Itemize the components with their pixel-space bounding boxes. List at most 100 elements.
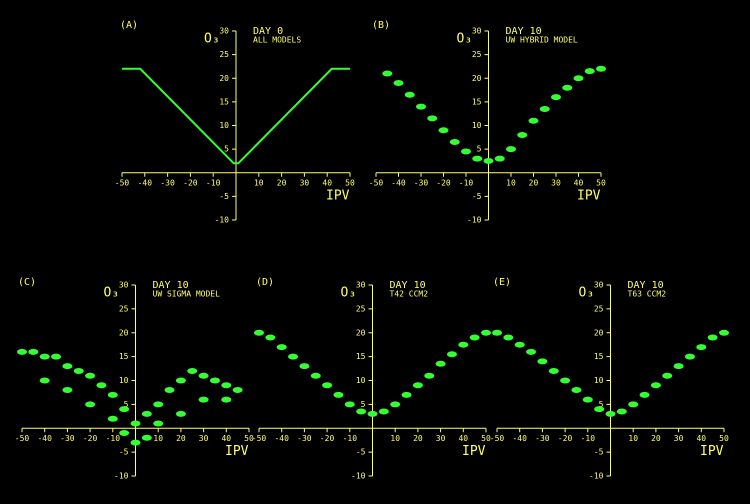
point [51, 353, 62, 360]
point [560, 377, 571, 384]
panel-label: (C) [18, 277, 36, 288]
x-tick-label: 20 [651, 434, 661, 443]
y-tick-label: 25 [356, 304, 366, 313]
y-tick-label: 20 [472, 74, 482, 83]
x-tick-label: 10 [506, 178, 516, 187]
x-tick-label: 10 [254, 178, 264, 187]
x-tick-label: -40 [274, 434, 289, 443]
point [119, 430, 130, 437]
point [449, 139, 460, 146]
point [164, 387, 175, 394]
x-tick-label: 10 [628, 434, 638, 443]
y-tick-label: 15 [356, 352, 366, 361]
subtitle: UW SIGMA MODEL [153, 290, 221, 299]
x-tick-label: 10 [390, 434, 400, 443]
point [719, 329, 729, 336]
x-tick-label: -30 [160, 178, 175, 187]
point [322, 382, 333, 389]
point [548, 367, 559, 374]
point [446, 351, 457, 358]
title: DAY 10 [390, 280, 426, 291]
x-tick-label: 20 [413, 434, 423, 443]
point [85, 372, 96, 379]
y-tick-label: 25 [219, 50, 229, 59]
y-tick-label: 5 [361, 400, 366, 409]
point [696, 344, 707, 351]
x-tick-label: 20 [176, 434, 186, 443]
y-tick-label: 25 [472, 50, 482, 59]
point [187, 367, 198, 374]
point [514, 341, 525, 348]
x-tick-label: 10 [153, 434, 163, 443]
point [96, 382, 107, 389]
x-label: IPV [462, 444, 486, 459]
y-tick-label: 15 [594, 352, 604, 361]
x-tick-label: -10 [459, 178, 474, 187]
y-tick-label: 25 [594, 304, 604, 313]
point [221, 396, 232, 403]
x-tick-label: -50 [252, 434, 267, 443]
x-label: IPV [225, 444, 249, 459]
y-label: O₃ [457, 32, 473, 47]
y-label: O₃ [104, 286, 120, 301]
x-tick-label: -50 [369, 178, 384, 187]
subtitle: T63 CCM2 [628, 290, 667, 299]
y-tick-label: 25 [119, 304, 129, 313]
point [119, 406, 130, 413]
point [551, 94, 561, 101]
x-tick-label: 50 [244, 434, 254, 443]
y-tick-label: 20 [119, 328, 129, 337]
point [503, 334, 514, 341]
x-tick-label: -20 [83, 434, 98, 443]
point [424, 372, 435, 379]
x-tick-label: -20 [436, 178, 451, 187]
point [707, 334, 718, 341]
point [481, 329, 491, 336]
y-tick-label: 5 [124, 400, 129, 409]
x-tick-label: 20 [277, 178, 287, 187]
x-tick-label: 30 [436, 434, 446, 443]
y-tick-label: 30 [119, 281, 129, 290]
point [39, 377, 50, 384]
point [153, 420, 164, 427]
point [461, 148, 471, 155]
point [616, 408, 627, 415]
y-tick-label: 20 [594, 328, 604, 337]
point [472, 155, 483, 162]
title: DAY 10 [628, 280, 664, 291]
point [404, 91, 415, 98]
y-tick-label: 30 [219, 27, 229, 36]
point [62, 363, 73, 370]
x-tick-label: -50 [115, 178, 130, 187]
point [276, 344, 287, 351]
y-tick-label: -5 [594, 448, 604, 457]
x-tick-label: 20 [529, 178, 539, 187]
point [673, 363, 684, 370]
point [198, 396, 209, 403]
y-tick-label: -10 [215, 216, 230, 225]
point [639, 391, 650, 398]
y-tick-label: 20 [219, 74, 229, 83]
x-tick-label: 50 [345, 178, 355, 187]
data-line [122, 67, 350, 165]
point [438, 127, 449, 134]
point [221, 382, 232, 389]
point [435, 360, 446, 367]
point [494, 155, 505, 162]
x-tick-label: 30 [199, 434, 209, 443]
y-label: O₃ [579, 286, 595, 301]
x-tick-label: 40 [574, 178, 584, 187]
title: DAY 10 [153, 280, 189, 291]
point [594, 406, 605, 413]
point [130, 439, 141, 446]
point [401, 391, 412, 398]
panel-label: (D) [256, 277, 274, 288]
point [209, 377, 220, 384]
y-tick-label: 5 [599, 400, 604, 409]
x-tick-label: -50 [490, 434, 505, 443]
x-tick-label: -50 [15, 434, 30, 443]
point [141, 434, 152, 441]
point [427, 115, 438, 122]
point [198, 372, 209, 379]
point [141, 410, 152, 417]
